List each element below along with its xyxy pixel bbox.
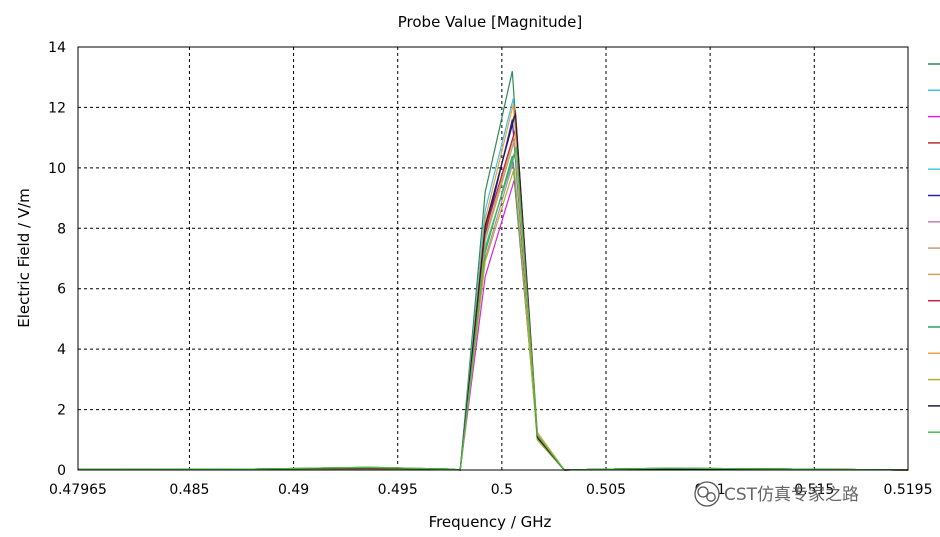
x-tick-label: 0.5195 [884, 482, 933, 498]
y-tick-label: 10 [48, 161, 66, 177]
y-tick-label: 0 [57, 463, 66, 479]
x-tick-label: 0.505 [586, 482, 626, 498]
series-line [77, 146, 909, 471]
series-line [77, 98, 909, 471]
y-tick-labels: 0 2 4 6 8 10 12 14 [48, 40, 66, 479]
x-tick-label: 0.485 [169, 482, 209, 498]
x-tick-label: 0.495 [378, 482, 418, 498]
x-tick-labels: 0.479650.4850.490.4950.50.5050.510.5150.… [49, 482, 932, 498]
grid-lines [78, 47, 908, 470]
x-tick-label: 0.49 [278, 482, 309, 498]
x-axis-title: Frequency / GHz [429, 513, 552, 531]
x-tick-label: 0.5 [491, 482, 513, 498]
series-line [77, 140, 909, 471]
x-tick-label: 0.515 [794, 482, 834, 498]
series-line [77, 110, 909, 471]
series-line [77, 119, 909, 471]
watermark: CST仿真专家之路 [694, 481, 859, 507]
y-tick-label: 6 [57, 282, 66, 298]
y-axis-title: Electric Field / V/m [15, 188, 33, 328]
y-tick-label: 4 [57, 342, 66, 358]
y-tick-label: 14 [48, 40, 66, 56]
y-tick-label: 8 [57, 221, 66, 237]
series-line [77, 71, 909, 471]
chart-title: Probe Value [Magnitude] [398, 13, 582, 31]
legend [928, 63, 940, 433]
y-tick-label: 12 [48, 100, 66, 116]
series-line [77, 113, 909, 471]
series-layer [77, 71, 909, 471]
x-tick-label: 0.47965 [49, 482, 107, 498]
wechat-icon [694, 481, 720, 507]
plot-frame [77, 46, 909, 471]
watermark-text: CST仿真专家之路 [724, 485, 859, 505]
series-line [77, 131, 909, 471]
y-tick-label: 2 [57, 403, 66, 419]
